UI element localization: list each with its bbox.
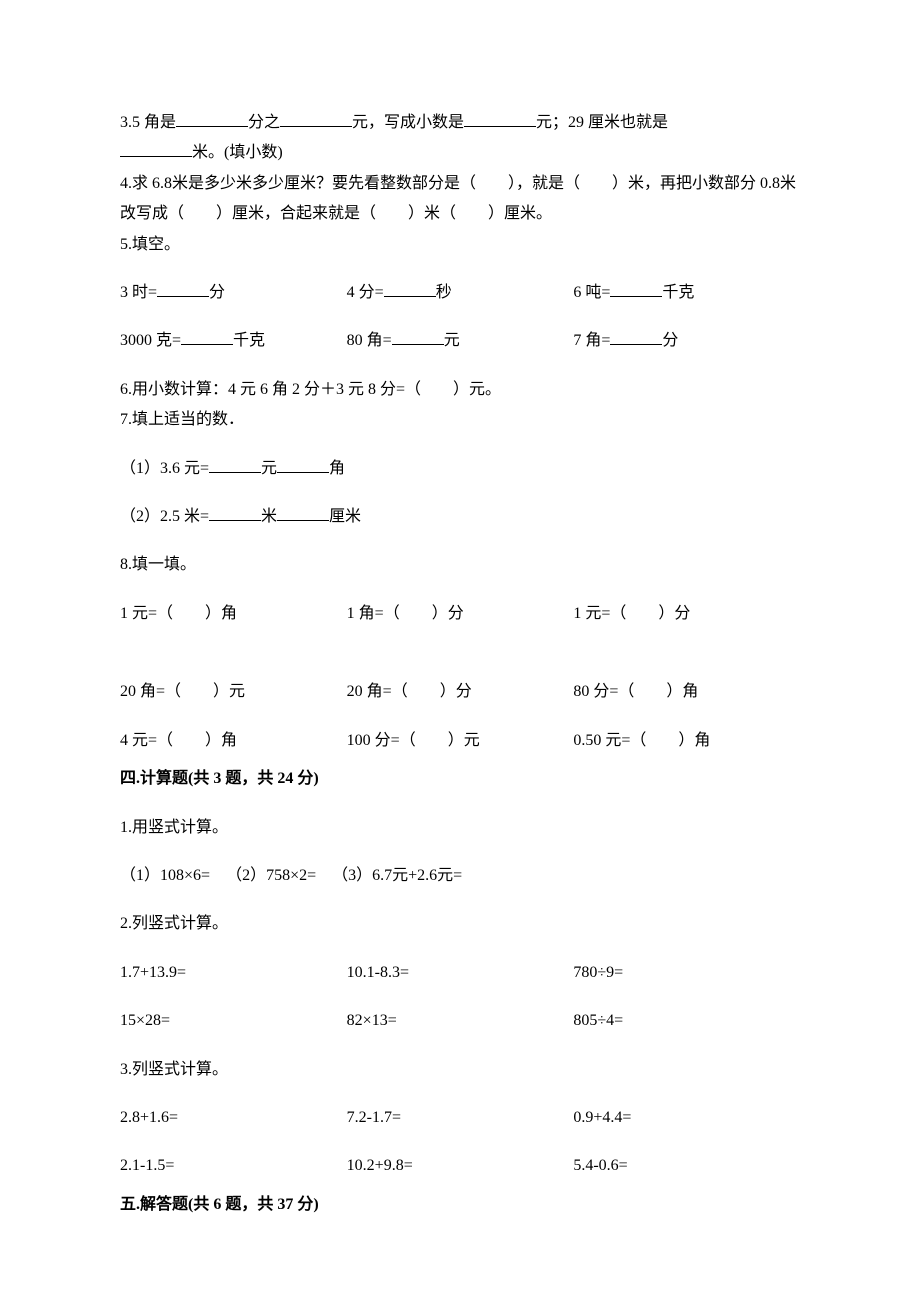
q5-r2a-blank[interactable] — [181, 327, 233, 345]
q5-r2b-blank[interactable] — [392, 327, 444, 345]
q5-r2b: 80 角= 元 — [347, 326, 574, 356]
q5-r2b-unit: 元 — [444, 332, 460, 349]
q8-r2a: 20 角=（ ）元 — [120, 677, 347, 707]
sec4-q2r2b: 82×13= — [347, 1006, 574, 1036]
q5-r1b-blank[interactable] — [384, 279, 436, 297]
q5-r1c-unit: 千克 — [662, 284, 694, 301]
q5-r2b-label: 80 角= — [347, 332, 392, 349]
sec4-q3: 3.列竖式计算。 — [120, 1055, 800, 1085]
q5-title: 5.填空。 — [120, 230, 800, 260]
q5-r1b: 4 分= 秒 — [347, 278, 574, 308]
q3-text2: 分之 — [248, 114, 280, 131]
q7-p2-u2: 厘米 — [329, 508, 361, 525]
sec4-q3r1a: 2.8+1.6= — [120, 1103, 347, 1133]
q8-row3: 4 元=（ ）角 100 分=（ ）元 0.50 元=（ ）角 — [120, 726, 800, 756]
q7-p2-blank1[interactable] — [209, 503, 261, 521]
sec4-q2r1b: 10.1-8.3= — [347, 958, 574, 988]
q8-r3c: 0.50 元=（ ）角 — [573, 726, 800, 756]
sec4-q2r2a: 15×28= — [120, 1006, 347, 1036]
q3-text5: 米。(填小数) — [192, 144, 283, 161]
sec4-q2: 2.列竖式计算。 — [120, 909, 800, 939]
q6-text: 6.用小数计算：4 元 6 角 2 分＋3 元 8 分=（ ）元。 — [120, 375, 800, 405]
q5-r1c-blank[interactable] — [610, 279, 662, 297]
q7-p1: （1）3.6 元= 元 角 — [120, 454, 800, 484]
q3-text3: 元，写成小数是 — [352, 114, 464, 131]
q5-row2: 3000 克= 千克 80 角= 元 7 角= 分 — [120, 326, 800, 356]
q7-p1-u1: 元 — [261, 460, 277, 477]
q5-r2a: 3000 克= 千克 — [120, 326, 347, 356]
q5-r1c-label: 6 吨= — [573, 284, 610, 301]
q8-r2c: 80 分=（ ）角 — [573, 677, 800, 707]
q5-row1: 3 时= 分 4 分= 秒 6 吨= 千克 — [120, 278, 800, 308]
sec4-q3-row1: 2.8+1.6= 7.2-1.7= 0.9+4.4= — [120, 1103, 800, 1133]
q5-r2c-label: 7 角= — [573, 332, 610, 349]
q5-r2c: 7 角= 分 — [573, 326, 800, 356]
q5-r1c: 6 吨= 千克 — [573, 278, 800, 308]
q3-blank1[interactable] — [176, 109, 248, 127]
q7-p1-blank1[interactable] — [209, 455, 261, 473]
q5-r1a: 3 时= 分 — [120, 278, 347, 308]
sec4-q1: 1.用竖式计算。 — [120, 813, 800, 843]
sec4-q2-row1: 1.7+13.9= 10.1-8.3= 780÷9= — [120, 958, 800, 988]
q8-r3a: 4 元=（ ）角 — [120, 726, 347, 756]
q8-r1c: 1 元=（ ）分 — [573, 599, 800, 629]
q7-p2-u1: 米 — [261, 508, 277, 525]
q3-text4: 元；29 厘米也就是 — [536, 114, 668, 131]
sec4-q1c: （3）6.7元+2.6元= — [332, 867, 462, 884]
q3-text1: 3.5 角是 — [120, 114, 176, 131]
q8-r1b: 1 角=（ ）分 — [347, 599, 574, 629]
q7-p2: （2）2.5 米= 米 厘米 — [120, 502, 800, 532]
sec4-q1a: （1）108×6= — [120, 867, 210, 884]
q7-p1-u2: 角 — [329, 460, 345, 477]
q8-title: 8.填一填。 — [120, 550, 800, 580]
q7-p2-blank2[interactable] — [277, 503, 329, 521]
q7-title: 7.填上适当的数． — [120, 405, 800, 435]
q5-r2c-blank[interactable] — [610, 327, 662, 345]
q3-blank3[interactable] — [464, 109, 536, 127]
q3-line2: 米。(填小数) — [120, 138, 800, 168]
sec4-q2r1a: 1.7+13.9= — [120, 958, 347, 988]
q7-p1-label: （1）3.6 元= — [120, 460, 209, 477]
q8-r2b: 20 角=（ ）分 — [347, 677, 574, 707]
q4-text: 4.求 6.8米是多少米多少厘米？要先看整数部分是（ ），就是（ ）米，再把小数… — [120, 169, 800, 230]
sec4-q3r1b: 7.2-1.7= — [347, 1103, 574, 1133]
sec4-q1-row: （1）108×6= （2）758×2= （3）6.7元+2.6元= — [120, 861, 800, 891]
sec4-q3-row2: 2.1-1.5= 10.2+9.8= 5.4-0.6= — [120, 1151, 800, 1181]
sec5-title: 五.解答题(共 6 题，共 37 分) — [120, 1190, 800, 1220]
q5-r2a-label: 3000 克= — [120, 332, 181, 349]
q5-r1a-unit: 分 — [209, 284, 225, 301]
q5-r2a-unit: 千克 — [233, 332, 265, 349]
sec4-q3r2b: 10.2+9.8= — [347, 1151, 574, 1181]
q3-line1: 3.5 角是 分之 元，写成小数是 元；29 厘米也就是 — [120, 108, 800, 138]
sec4-q2r1c: 780÷9= — [573, 958, 800, 988]
q5-r2c-unit: 分 — [662, 332, 678, 349]
sec4-q1b: （2）758×2= — [226, 867, 316, 884]
sec4-q2-row2: 15×28= 82×13= 805÷4= — [120, 1006, 800, 1036]
q5-r1a-label: 3 时= — [120, 284, 157, 301]
q5-r1b-unit: 秒 — [436, 284, 452, 301]
q3-blank2[interactable] — [280, 109, 352, 127]
sec4-title: 四.计算题(共 3 题，共 24 分) — [120, 764, 800, 794]
q7-p2-label: （2）2.5 米= — [120, 508, 209, 525]
q5-r1b-label: 4 分= — [347, 284, 384, 301]
q8-row1: 1 元=（ ）角 1 角=（ ）分 1 元=（ ）分 — [120, 599, 800, 629]
q8-r1a: 1 元=（ ）角 — [120, 599, 347, 629]
q8-gap — [120, 647, 800, 677]
sec4-q3r2c: 5.4-0.6= — [573, 1151, 800, 1181]
q8-row2: 20 角=（ ）元 20 角=（ ）分 80 分=（ ）角 — [120, 677, 800, 707]
sec4-q2r2c: 805÷4= — [573, 1006, 800, 1036]
sec4-q3r1c: 0.9+4.4= — [573, 1103, 800, 1133]
q3-blank4[interactable] — [120, 139, 192, 157]
q5-r1a-blank[interactable] — [157, 279, 209, 297]
q7-p1-blank2[interactable] — [277, 455, 329, 473]
q8-r3b: 100 分=（ ）元 — [347, 726, 574, 756]
sec4-q3r2a: 2.1-1.5= — [120, 1151, 347, 1181]
